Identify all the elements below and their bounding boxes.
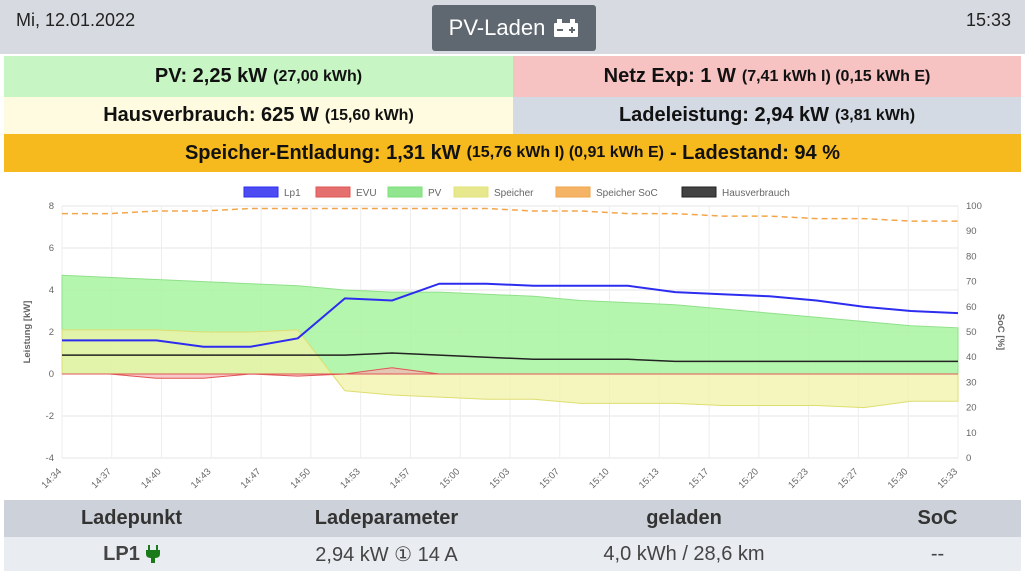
x-tick-label: 14:40	[139, 466, 164, 491]
x-tick-label: 15:20	[736, 466, 761, 491]
legend-label: Hausverbrauch	[722, 188, 790, 199]
x-tick-label: 15:13	[637, 466, 662, 491]
x-tick-label: 14:34	[40, 466, 65, 491]
legend-swatch	[315, 186, 351, 198]
house-summary: Hausverbrauch: 625 W (15,60 kWh)	[4, 97, 513, 134]
x-tick-label: 15:33	[936, 466, 961, 491]
y-tick-label: 8	[49, 201, 54, 212]
house-energy: (15,60 kWh)	[324, 106, 414, 124]
header-ladeparameter: Ladeparameter	[314, 507, 459, 529]
x-tick-label: 15:27	[836, 466, 861, 491]
x-tick-label: 15:07	[537, 466, 562, 491]
pv-energy: (27,00 kWh)	[273, 67, 363, 85]
header-geladen: geladen	[646, 507, 722, 529]
chart-legend: Lp1 EVU PV Speicher Speicher SoC Hausverbrauc…	[243, 186, 790, 199]
header-soc: SoC	[917, 507, 958, 529]
charging-summary: Ladeleistung: 2,94 kW (3,81 kWh)	[513, 97, 1021, 134]
y-tick-label: 2	[49, 327, 54, 338]
date-label: Mi, 12.01.2022	[16, 10, 136, 30]
charged-amount: 4,0 kWh / 28,6 km	[603, 542, 765, 565]
legend-label: EVU	[356, 188, 377, 199]
y-tick-label: 0	[49, 369, 54, 380]
y-axis-title: Leistung [kW]	[22, 301, 33, 364]
charge-parameters: 2,94 kW ① 14 A	[315, 543, 458, 566]
chart-lines	[62, 207, 959, 363]
y-tick-label: 4	[49, 285, 54, 296]
mode-label: PV-Laden	[448, 15, 546, 40]
x-tick-label: 14:53	[338, 466, 363, 491]
hausverbrauch-line	[62, 352, 958, 363]
soc-value: --	[930, 542, 945, 565]
y2-tick-label: 80	[966, 251, 977, 262]
table-header: Ladepunkt Ladeparameter geladen SoC	[4, 500, 1021, 537]
legend-swatch	[555, 186, 591, 198]
legend-swatch	[387, 186, 423, 198]
legend-swatch	[681, 186, 717, 198]
y-tick-label: 6	[49, 243, 54, 254]
y2-tick-label: 50	[966, 327, 977, 338]
legend-label: Lp1	[284, 188, 301, 199]
battery-value: Speicher-Entladung: 1,31 kW	[184, 141, 461, 164]
plug-icon	[145, 545, 160, 563]
lp1-label: LP1	[103, 542, 140, 565]
mode-button[interactable]: PV-Laden	[432, 5, 596, 51]
pv-value: PV: 2,25 kW	[154, 65, 268, 87]
header-ladepunkt: Ladepunkt	[80, 507, 183, 529]
battery-soc: - Ladestand: 94 %	[669, 141, 841, 164]
grid-value: Netz Exp: 1 W	[603, 65, 736, 87]
grid-summary: Netz Exp: 1 W (7,41 kWh I) (0,15 kWh E)	[513, 56, 1021, 97]
legend-swatch	[243, 186, 279, 198]
table-row[interactable]: LP1 2,94 kW ① 14 A 4,0 kWh / 28,6 km --	[4, 537, 1021, 571]
x-tick-label: 14:50	[288, 466, 313, 491]
x-tick-label: 14:47	[239, 466, 264, 491]
y2-tick-label: 0	[966, 453, 971, 464]
x-tick-label: 15:30	[886, 466, 911, 491]
y2-tick-label: 40	[966, 352, 977, 363]
charge-point-table: Ladepunkt Ladeparameter geladen SoC LP1 …	[4, 500, 1021, 571]
lp1-line	[62, 282, 959, 348]
x-tick-label: 14:37	[89, 466, 114, 491]
y2-tick-label: 100	[966, 201, 982, 212]
lp1-cell[interactable]: LP1	[4, 537, 259, 571]
x-tick-label: 15:00	[438, 466, 463, 491]
house-value: Hausverbrauch: 625 W	[103, 104, 319, 126]
x-tick-label: 14:57	[388, 466, 413, 491]
charging-value: Ladeleistung: 2,94 kW	[618, 104, 830, 126]
x-tick-label: 15:03	[488, 466, 513, 491]
y2-axis-title: SoC [%]	[995, 314, 1006, 350]
y-tick-label: -4	[46, 453, 54, 464]
battery-plus-icon	[554, 19, 579, 37]
time-label: 15:33	[965, 10, 1011, 30]
y2-tick-label: 70	[966, 277, 977, 288]
chart-areas	[61, 274, 959, 409]
power-chart: Lp1 EVU PV Speicher Speicher SoC Hausverbrauc…	[22, 186, 1006, 491]
top-bar: Mi, 12.01.2022 PV-Laden 15:33	[0, 0, 1025, 54]
charging-energy: (3,81 kWh)	[835, 106, 916, 124]
x-tick-label: 14:43	[189, 466, 214, 491]
legend-swatch	[453, 186, 489, 198]
y2-tick-label: 90	[966, 226, 977, 237]
y2-tick-label: 60	[966, 302, 977, 313]
x-tick-label: 15:17	[687, 466, 712, 491]
y2-tick-label: 10	[966, 428, 977, 439]
battery-energy: (15,76 kWh I) (0,91 kWh E)	[466, 144, 664, 161]
legend-label: Speicher	[494, 188, 534, 199]
x-tick-label: 15:23	[786, 466, 811, 491]
grid-energy: (7,41 kWh I) (0,15 kWh E)	[741, 67, 931, 85]
y2-tick-label: 30	[966, 377, 977, 388]
pv-summary: PV: 2,25 kW (27,00 kWh)	[4, 56, 513, 97]
legend-label: Speicher SoC	[596, 188, 658, 199]
evu-area	[62, 367, 958, 379]
speicher-area	[61, 329, 959, 409]
y2-tick-label: 20	[966, 403, 977, 414]
battery-summary: Speicher-Entladung: 1,31 kW (15,76 kWh I…	[4, 134, 1021, 172]
x-tick-label: 15:10	[587, 466, 612, 491]
legend-label: PV	[428, 188, 442, 199]
y-tick-label: -2	[46, 411, 54, 422]
